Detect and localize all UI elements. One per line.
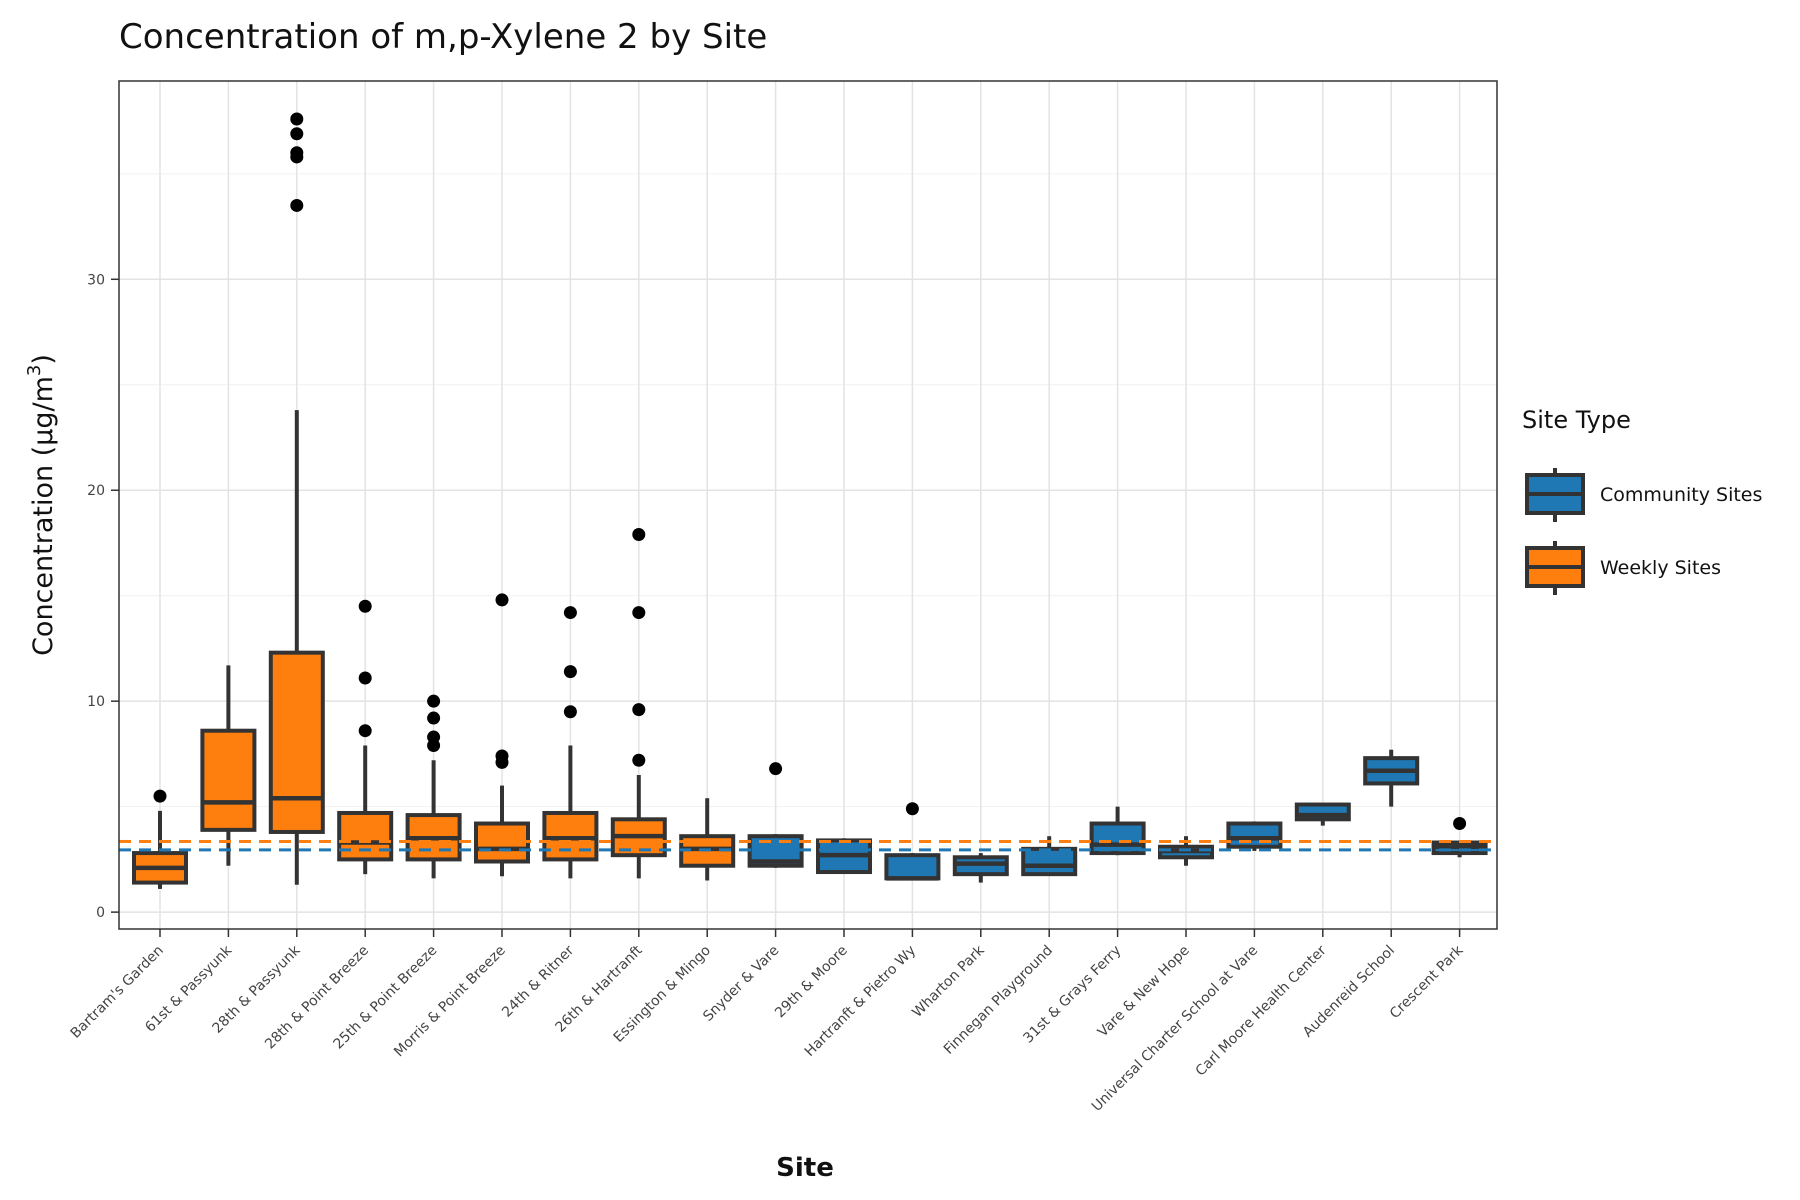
outlier-point: [290, 112, 304, 126]
x-axis-label: Site: [776, 1153, 834, 1183]
box-25th-point-breeze: [405, 694, 462, 879]
outlier-point: [563, 665, 577, 679]
outlier-point: [905, 802, 919, 816]
x-tick-label: Carl Moore Health Center: [1193, 942, 1330, 1079]
plot-border: [118, 80, 1498, 930]
y-tick-label: 10: [87, 694, 105, 710]
box-iqr: [200, 728, 257, 832]
outlier-point: [632, 753, 646, 767]
x-tick-label: 24th & Ritner: [499, 942, 577, 1020]
box-wharton-park: [952, 853, 1009, 883]
legend-entry-community-sites: Community Sites: [1525, 468, 1762, 522]
outlier-point: [290, 146, 304, 160]
box-hartranft-pietro-wy: [884, 802, 941, 881]
outlier-point: [358, 599, 372, 613]
outlier-point: [1453, 817, 1467, 831]
legend-entry-label: Weekly Sites: [1600, 557, 1721, 579]
box-31st-grays-ferry: [1089, 806, 1146, 856]
box-iqr: [268, 650, 325, 834]
x-tick-label: Hartranft & Pietro Wy: [802, 943, 919, 1060]
outlier-point: [153, 789, 167, 803]
outlier-point: [563, 606, 577, 620]
outlier-point: [427, 711, 441, 725]
outlier-point: [495, 593, 509, 607]
box-crescent-park: [1431, 817, 1488, 858]
legend: Site Type Community Sites Weekly Sites: [1522, 406, 1762, 595]
box-essington-mingo: [679, 798, 736, 881]
outlier-point: [358, 724, 372, 738]
outlier-point: [632, 606, 646, 620]
box-universal-charter-school-at-vare: [1226, 821, 1283, 851]
outlier-point: [290, 127, 304, 141]
box-bartram-s-garden: [132, 789, 188, 889]
outlier-point: [632, 703, 646, 717]
outlier-point: [495, 749, 509, 763]
y-tick-label: 30: [87, 272, 105, 288]
box-iqr: [1226, 821, 1283, 849]
box-finnegan-playground: [1021, 836, 1078, 877]
box-29th-moore: [816, 838, 872, 875]
box-28th-point-breeze: [337, 599, 394, 875]
y-tick-label: 20: [87, 483, 105, 499]
box-iqr: [337, 810, 394, 862]
outlier-point: [632, 528, 646, 542]
box-carl-moore-health-center: [1294, 802, 1351, 826]
box-audenreid-school: [1363, 749, 1420, 807]
box-snyder-vare: [747, 762, 804, 868]
box-61st-passyunk: [200, 665, 257, 866]
legend-title: Site Type: [1522, 406, 1631, 434]
x-tick-label: Wharton Park: [909, 942, 988, 1021]
x-tick-label: Crescent Park: [1387, 942, 1467, 1022]
y-tick-label: 0: [96, 905, 105, 921]
box-iqr: [1021, 846, 1078, 877]
legend-entry-label: Community Sites: [1600, 484, 1762, 506]
y-axis-label: Concentration (µg/m3): [24, 354, 59, 656]
x-tick-label: Morris & Point Breeze: [391, 943, 509, 1061]
box-28th-passyunk: [268, 112, 325, 885]
outlier-point: [769, 762, 783, 776]
legend-entry-weekly-sites: Weekly Sites: [1525, 541, 1721, 595]
outlier-point: [290, 198, 304, 212]
outlier-point: [427, 730, 441, 744]
chart-title: Concentration of m,p-Xylene 2 by Site: [119, 17, 767, 57]
outlier-point: [358, 671, 372, 685]
box-iqr: [884, 853, 941, 881]
outlier-point: [563, 705, 577, 719]
x-tick-label: 29th & Moore: [772, 943, 851, 1022]
box-iqr: [1089, 821, 1146, 856]
outlier-point: [427, 694, 441, 708]
box-24th-ritner: [542, 606, 599, 879]
